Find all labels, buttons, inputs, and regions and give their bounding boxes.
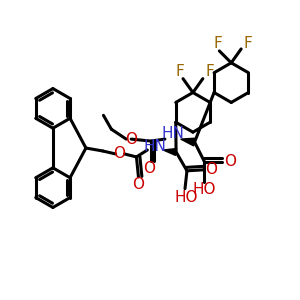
Text: O: O [114, 146, 126, 161]
Text: O: O [205, 162, 217, 177]
Text: F: F [214, 37, 223, 52]
Text: O: O [224, 154, 236, 169]
Text: O: O [125, 132, 137, 147]
Text: HO: HO [193, 182, 216, 197]
Text: F: F [206, 64, 214, 79]
Text: HN: HN [161, 126, 184, 141]
Text: O: O [132, 177, 144, 192]
Text: HO: HO [174, 190, 198, 205]
Polygon shape [181, 138, 195, 146]
Text: F: F [244, 37, 253, 52]
Polygon shape [163, 148, 177, 155]
Text: O: O [143, 161, 155, 176]
Text: HN: HN [144, 139, 167, 154]
Text: F: F [176, 64, 184, 79]
